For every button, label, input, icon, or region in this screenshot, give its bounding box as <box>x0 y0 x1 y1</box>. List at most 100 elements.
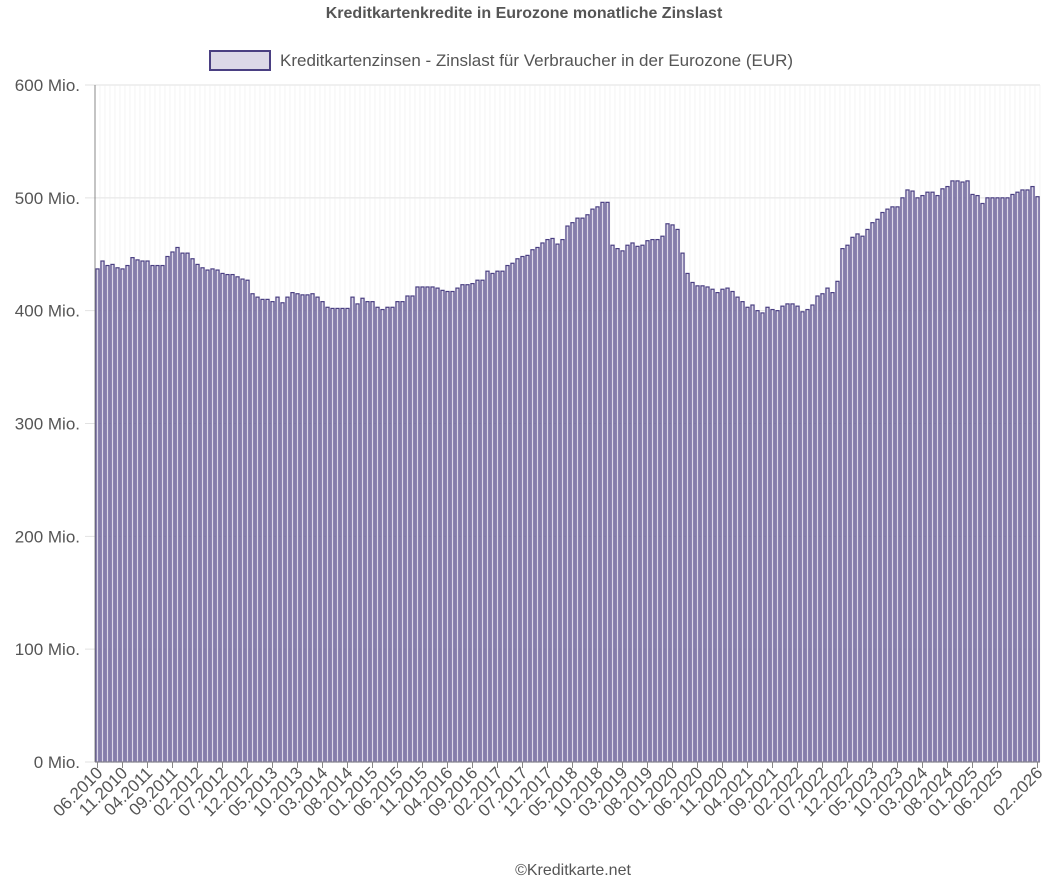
bar[interactable] <box>175 246 180 763</box>
bar[interactable] <box>640 244 645 763</box>
bar[interactable] <box>280 302 285 763</box>
bar[interactable] <box>740 301 745 763</box>
bar[interactable] <box>190 258 195 763</box>
bar[interactable] <box>555 243 560 763</box>
bar[interactable] <box>530 249 535 763</box>
bar[interactable] <box>790 303 795 763</box>
bar[interactable] <box>815 295 820 763</box>
bar[interactable] <box>955 180 960 763</box>
bar[interactable] <box>500 270 505 763</box>
bar[interactable] <box>330 307 335 763</box>
bar[interactable] <box>240 278 245 763</box>
bar[interactable] <box>930 191 935 763</box>
bar[interactable] <box>335 307 340 763</box>
bar[interactable] <box>735 296 740 763</box>
bar[interactable] <box>320 301 325 763</box>
bar[interactable] <box>505 264 510 763</box>
bar[interactable] <box>440 289 445 763</box>
bar[interactable] <box>220 272 225 763</box>
bar[interactable] <box>255 296 260 763</box>
bar[interactable] <box>515 258 520 763</box>
bar[interactable] <box>725 287 730 763</box>
bar[interactable] <box>495 270 500 763</box>
bar[interactable] <box>925 191 930 763</box>
bar[interactable] <box>915 197 920 763</box>
bar[interactable] <box>1015 191 1020 763</box>
bar[interactable] <box>410 295 415 763</box>
bar[interactable] <box>805 308 810 763</box>
bar[interactable] <box>160 264 165 763</box>
bar[interactable] <box>860 235 865 763</box>
bar[interactable] <box>695 285 700 763</box>
bar[interactable] <box>565 225 570 763</box>
bar[interactable] <box>165 255 170 763</box>
bar[interactable] <box>960 181 965 763</box>
bar[interactable] <box>525 254 530 763</box>
bar[interactable] <box>170 251 175 763</box>
bar[interactable] <box>965 180 970 763</box>
bar[interactable] <box>875 218 880 763</box>
bar[interactable] <box>855 233 860 763</box>
bar[interactable] <box>115 267 120 763</box>
bar[interactable] <box>890 206 895 763</box>
bar[interactable] <box>825 287 830 763</box>
bar[interactable] <box>285 296 290 763</box>
bar[interactable] <box>405 295 410 763</box>
bar[interactable] <box>745 306 750 763</box>
bar[interactable] <box>465 284 470 763</box>
bar[interactable] <box>910 190 915 763</box>
bar[interactable] <box>250 293 255 763</box>
bar[interactable] <box>340 307 345 763</box>
bar[interactable] <box>265 298 270 763</box>
bar[interactable] <box>775 310 780 763</box>
bar[interactable] <box>210 268 215 763</box>
bar[interactable] <box>935 194 940 763</box>
bar[interactable] <box>370 301 375 763</box>
bar[interactable] <box>305 294 310 763</box>
bar[interactable] <box>485 270 490 763</box>
bar[interactable] <box>535 246 540 763</box>
bar[interactable] <box>870 222 875 763</box>
bar[interactable] <box>100 260 105 763</box>
bar[interactable] <box>460 284 465 763</box>
bar[interactable] <box>945 185 950 763</box>
bar[interactable] <box>235 276 240 763</box>
bar[interactable] <box>130 257 135 763</box>
bar[interactable] <box>990 197 995 763</box>
bar[interactable] <box>275 296 280 763</box>
bar[interactable] <box>570 222 575 763</box>
bar[interactable] <box>350 296 355 763</box>
bar[interactable] <box>300 294 305 763</box>
bar[interactable] <box>230 273 235 763</box>
bar[interactable] <box>690 281 695 763</box>
bar[interactable] <box>1025 189 1030 763</box>
bar[interactable] <box>995 197 1000 763</box>
bar[interactable] <box>290 292 295 763</box>
bar[interactable] <box>110 263 115 763</box>
bar[interactable] <box>800 311 805 763</box>
bar[interactable] <box>105 264 110 763</box>
bar[interactable] <box>905 189 910 763</box>
bar[interactable] <box>1030 185 1035 763</box>
bar[interactable] <box>1005 197 1010 763</box>
bar[interactable] <box>820 293 825 763</box>
bar[interactable] <box>135 259 140 763</box>
bar[interactable] <box>470 282 475 763</box>
bar[interactable] <box>615 248 620 763</box>
bar[interactable] <box>260 298 265 763</box>
bar[interactable] <box>1010 193 1015 763</box>
bar[interactable] <box>390 306 395 763</box>
bar[interactable] <box>520 255 525 763</box>
bar[interactable] <box>400 301 405 763</box>
bar[interactable] <box>650 238 655 763</box>
bar[interactable] <box>625 244 630 763</box>
bar[interactable] <box>445 290 450 763</box>
legend[interactable]: Kreditkartenzinsen - Zinslast für Verbra… <box>209 50 793 71</box>
bar[interactable] <box>245 279 250 763</box>
bar[interactable] <box>120 268 125 763</box>
bar[interactable] <box>310 293 315 763</box>
bar[interactable] <box>620 250 625 763</box>
bar[interactable] <box>480 279 485 763</box>
bar[interactable] <box>590 208 595 763</box>
bar[interactable] <box>575 217 580 763</box>
